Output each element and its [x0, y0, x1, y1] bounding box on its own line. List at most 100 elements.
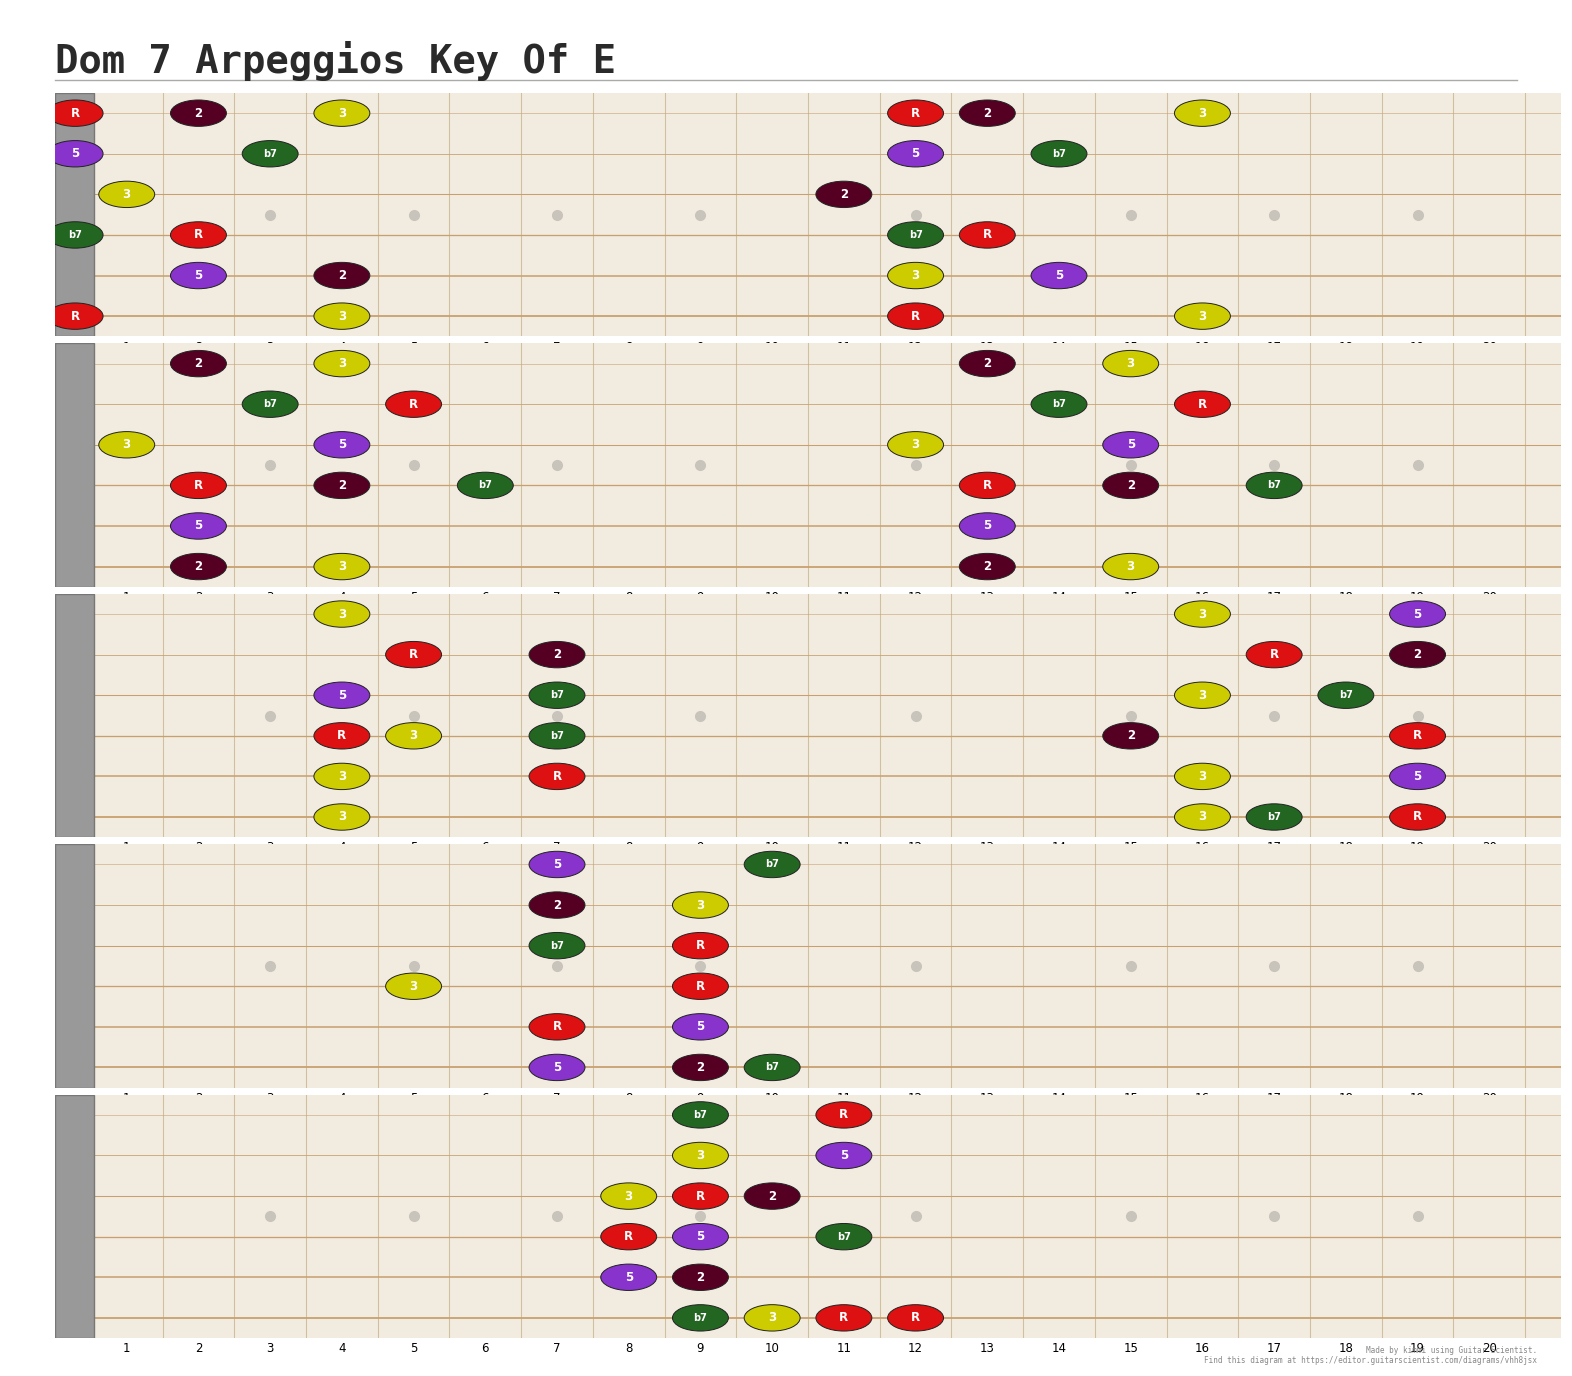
Ellipse shape — [959, 472, 1016, 498]
Text: 3: 3 — [338, 810, 346, 823]
Text: R: R — [624, 1230, 634, 1243]
Text: 3: 3 — [1198, 771, 1206, 783]
Ellipse shape — [673, 933, 728, 959]
Ellipse shape — [816, 182, 872, 208]
Text: 3: 3 — [1127, 560, 1135, 572]
Text: b7: b7 — [909, 230, 923, 239]
Ellipse shape — [959, 513, 1016, 539]
Ellipse shape — [385, 722, 442, 749]
Ellipse shape — [1102, 722, 1159, 749]
Text: Made by kimmi using Guitar Scientist.
Find this diagram at https://editor.guitar: Made by kimmi using Guitar Scientist. Fi… — [1204, 1346, 1537, 1365]
Ellipse shape — [385, 391, 442, 417]
Text: R: R — [409, 648, 418, 660]
Text: b7: b7 — [693, 1313, 707, 1322]
Text: 5: 5 — [1413, 771, 1421, 783]
Ellipse shape — [816, 1304, 872, 1331]
Text: R: R — [1413, 729, 1423, 742]
Ellipse shape — [1031, 391, 1086, 417]
Text: 2: 2 — [553, 648, 561, 660]
Text: b7: b7 — [693, 1110, 707, 1120]
Ellipse shape — [314, 100, 369, 127]
Text: 3: 3 — [338, 358, 346, 370]
FancyBboxPatch shape — [55, 344, 94, 586]
Text: 2: 2 — [982, 107, 992, 120]
FancyBboxPatch shape — [55, 92, 94, 337]
Text: 3: 3 — [1127, 358, 1135, 370]
Text: 3: 3 — [696, 1149, 704, 1161]
Text: 3: 3 — [1198, 107, 1206, 120]
Text: 2: 2 — [553, 899, 561, 911]
Ellipse shape — [47, 222, 104, 248]
Ellipse shape — [170, 513, 226, 539]
Text: 2: 2 — [696, 1061, 704, 1073]
Ellipse shape — [530, 892, 585, 918]
Ellipse shape — [1247, 472, 1302, 498]
Text: 5: 5 — [195, 520, 203, 533]
Text: 2: 2 — [769, 1190, 777, 1203]
Ellipse shape — [959, 222, 1016, 248]
Ellipse shape — [673, 1183, 728, 1210]
Text: R: R — [696, 1190, 704, 1203]
Text: R: R — [1270, 648, 1278, 660]
Text: b7: b7 — [550, 941, 564, 951]
Ellipse shape — [314, 472, 369, 498]
Ellipse shape — [1390, 764, 1446, 790]
Ellipse shape — [170, 553, 226, 579]
Ellipse shape — [530, 682, 585, 709]
Ellipse shape — [242, 391, 299, 417]
Text: 5: 5 — [71, 147, 79, 160]
Text: 5: 5 — [624, 1271, 634, 1284]
Ellipse shape — [673, 1265, 728, 1291]
Ellipse shape — [744, 1183, 800, 1210]
Ellipse shape — [170, 472, 226, 498]
Text: 3: 3 — [338, 310, 346, 322]
Text: 5: 5 — [338, 439, 346, 451]
Ellipse shape — [242, 140, 299, 166]
Text: b7: b7 — [68, 230, 82, 239]
Ellipse shape — [530, 722, 585, 749]
Text: R: R — [839, 1311, 849, 1324]
Text: b7: b7 — [1267, 812, 1281, 821]
Text: 3: 3 — [1198, 310, 1206, 322]
Text: b7: b7 — [766, 860, 780, 870]
Ellipse shape — [1390, 641, 1446, 667]
Text: 5: 5 — [338, 689, 346, 702]
Text: 2: 2 — [195, 560, 203, 572]
Ellipse shape — [385, 973, 442, 999]
Text: 3: 3 — [338, 107, 346, 120]
Ellipse shape — [1102, 351, 1159, 377]
Text: 2: 2 — [1127, 479, 1135, 491]
Text: 2: 2 — [1127, 729, 1135, 742]
Text: 2: 2 — [338, 479, 346, 491]
Ellipse shape — [314, 263, 369, 289]
Ellipse shape — [1390, 722, 1446, 749]
Text: 2: 2 — [338, 270, 346, 282]
Ellipse shape — [99, 432, 154, 458]
Ellipse shape — [959, 100, 1016, 127]
FancyBboxPatch shape — [55, 1094, 94, 1337]
Ellipse shape — [314, 303, 369, 329]
Ellipse shape — [530, 1014, 585, 1040]
Text: R: R — [912, 1311, 920, 1324]
Text: b7: b7 — [263, 149, 277, 158]
Ellipse shape — [47, 100, 104, 127]
Ellipse shape — [530, 852, 585, 878]
Text: 5: 5 — [696, 1230, 704, 1243]
Text: 2: 2 — [195, 107, 203, 120]
Ellipse shape — [888, 303, 943, 329]
Text: 2: 2 — [982, 560, 992, 572]
Text: 2: 2 — [1413, 648, 1421, 660]
Ellipse shape — [1174, 100, 1231, 127]
Ellipse shape — [673, 1014, 728, 1040]
Text: 5: 5 — [195, 270, 203, 282]
Ellipse shape — [530, 764, 585, 790]
Ellipse shape — [1031, 140, 1086, 166]
Ellipse shape — [888, 1304, 943, 1331]
Ellipse shape — [888, 100, 943, 127]
Ellipse shape — [816, 1142, 872, 1168]
Ellipse shape — [673, 892, 728, 918]
Text: 3: 3 — [912, 439, 920, 451]
Text: R: R — [71, 310, 80, 322]
Ellipse shape — [744, 1304, 800, 1331]
Text: 3: 3 — [410, 980, 418, 992]
